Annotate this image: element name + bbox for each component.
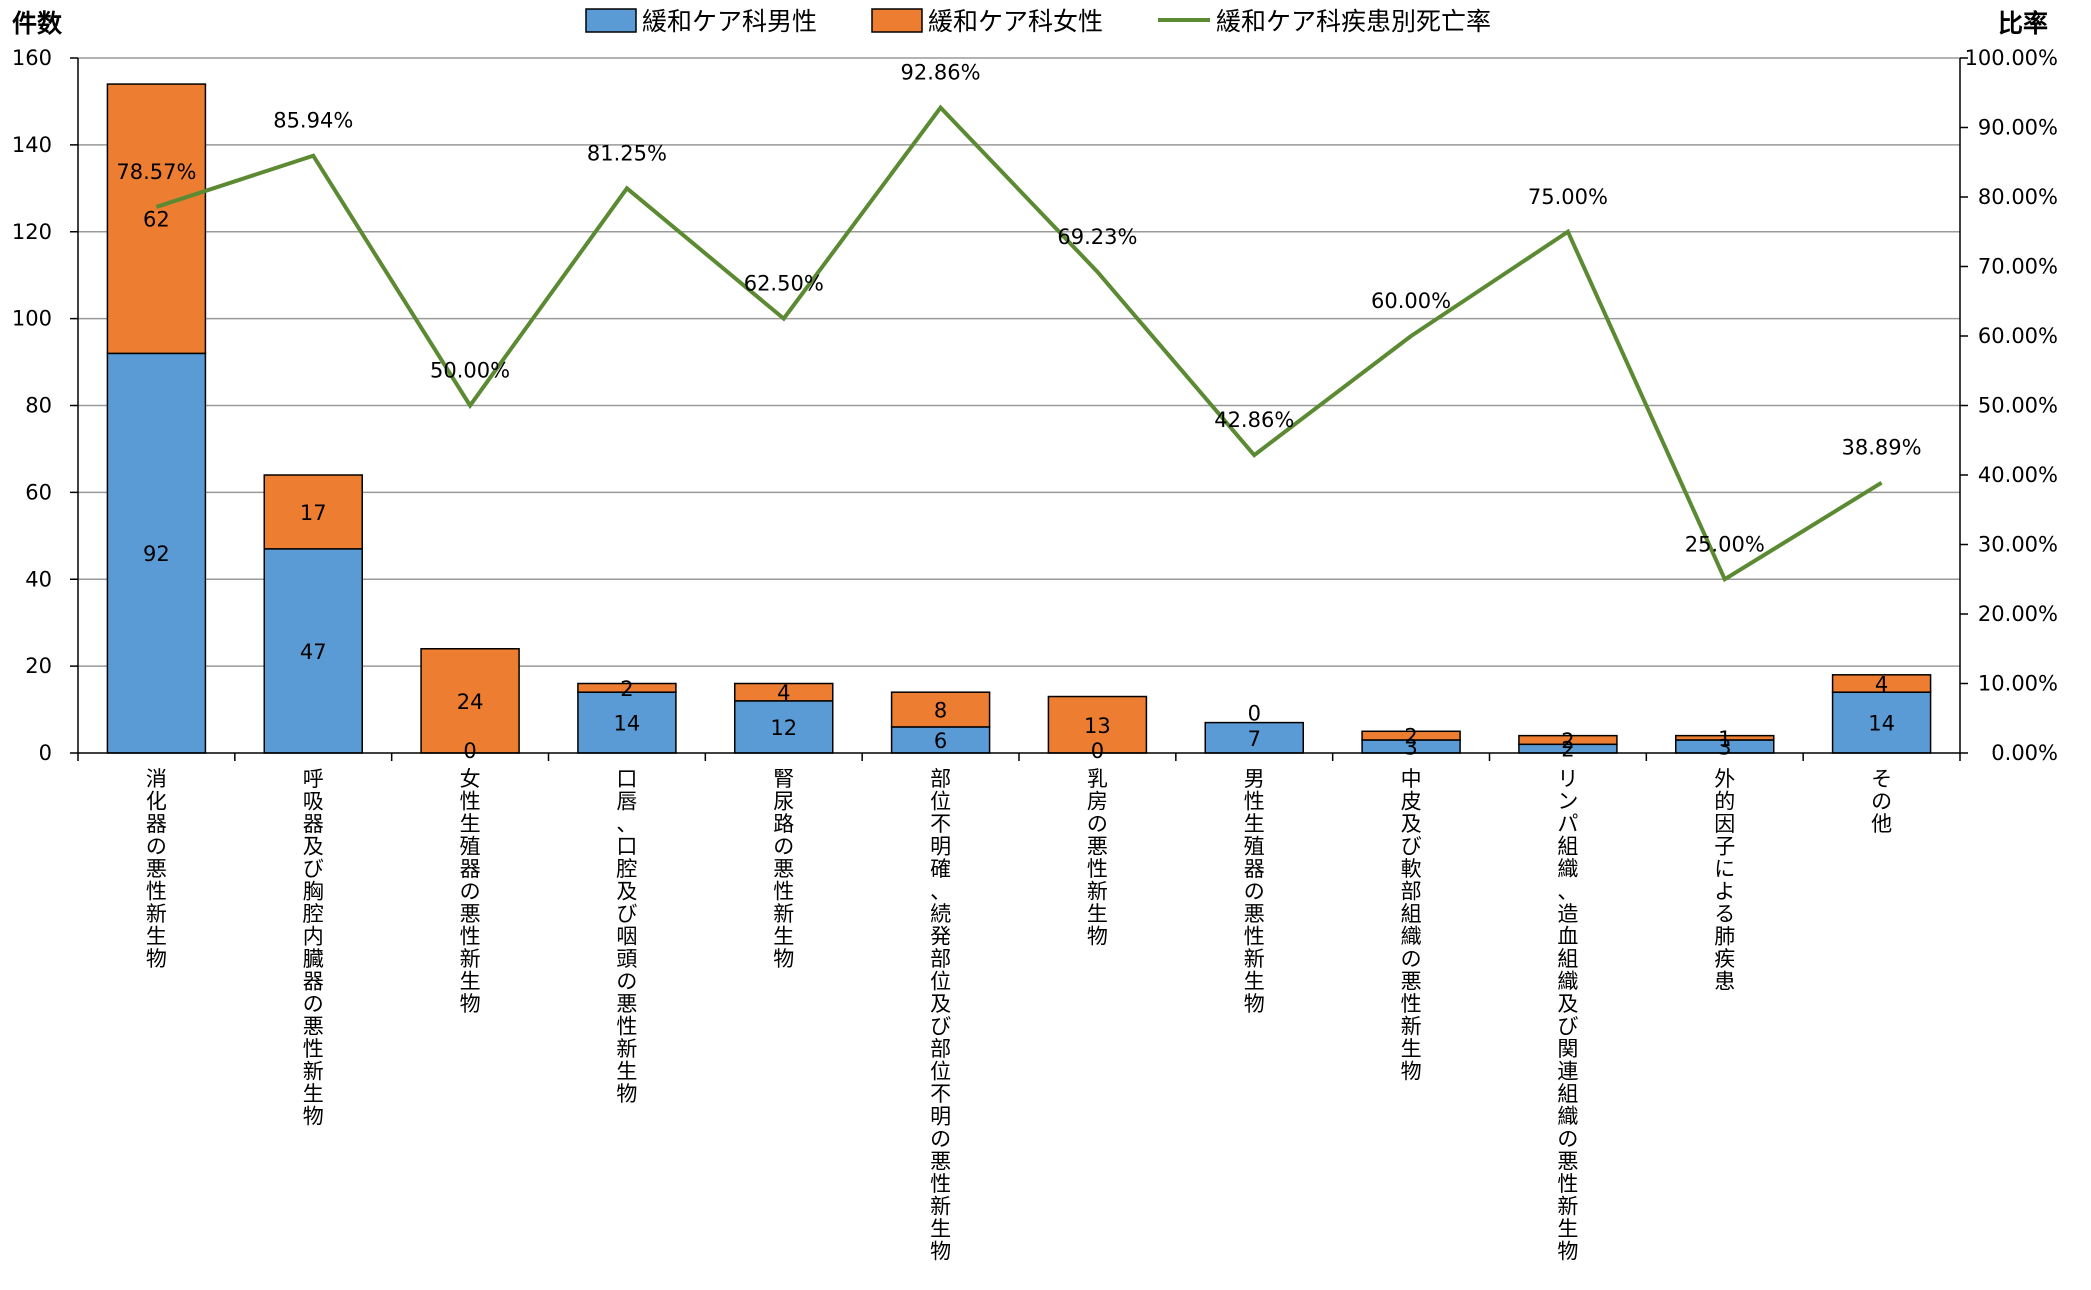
category-label: 口唇、口腔及び咽頭の悪性新生物: [616, 767, 637, 1106]
data-label-female: 1: [1718, 727, 1731, 751]
data-label-male: 92: [143, 542, 170, 566]
data-label-rate: 85.94%: [273, 109, 353, 133]
data-label-female: 2: [620, 677, 633, 701]
y-left-tick-label: 160: [12, 46, 52, 70]
data-label-female: 13: [1084, 714, 1111, 738]
y-left-axis-title: 件数: [12, 9, 63, 38]
bar-female: [263, 474, 363, 550]
y-left-tick-label: 100: [12, 307, 52, 331]
bar-female: [577, 682, 677, 693]
bar-female: [734, 682, 834, 702]
data-label-male: 2: [1561, 738, 1574, 762]
data-label-female: 2: [1404, 725, 1417, 749]
data-label-male: 14: [614, 712, 641, 736]
data-label-male: 14: [1868, 712, 1895, 736]
data-label-male: 7: [1248, 727, 1261, 751]
category-label: その他: [1871, 767, 1892, 836]
y-left-tick-label: 120: [12, 220, 52, 244]
bar-female: [1831, 674, 1932, 693]
gridlines: [78, 57, 1960, 667]
data-label-rate: 75.00%: [1528, 185, 1608, 209]
data-label-rate: 25.00%: [1685, 532, 1765, 556]
bar-male: [263, 548, 363, 754]
legend-item-male: 緩和ケア科男性: [585, 7, 817, 36]
data-label-female: 62: [143, 208, 170, 232]
bar-female: [1047, 695, 1148, 754]
data-label-female: 4: [777, 681, 790, 705]
data-label-rate: 50.00%: [430, 359, 510, 383]
y-right-axis-title: 比率: [1998, 9, 2048, 38]
legend-label-male: 緩和ケア科男性: [642, 7, 817, 36]
category-label: 腎尿路の悪性新生物: [773, 767, 794, 971]
data-label-male: 12: [770, 716, 797, 740]
legend-swatch-male: [585, 8, 637, 33]
bar-male: [734, 700, 834, 754]
category-label: 消化器の悪性新生物: [146, 767, 167, 971]
data-label-rate: 42.86%: [1214, 408, 1294, 432]
data-label-rate: 62.50%: [744, 272, 824, 296]
bars: [106, 83, 1932, 754]
category-label: 男性生殖器の悪性新生物: [1244, 767, 1265, 1016]
legend-swatch-female: [871, 8, 923, 33]
legend: 緩和ケア科男性 緩和ケア科女性 緩和ケア科疾患別死亡率: [585, 7, 1491, 36]
bar-female: [420, 648, 520, 754]
data-label-rate: 92.86%: [901, 61, 981, 85]
bar-female: [1518, 734, 1618, 746]
data-label-male: 0: [1091, 739, 1104, 763]
category-label: 中皮及び軟部組織の悪性新生物: [1401, 767, 1422, 1084]
y-right-tick-label: 30.00%: [1978, 533, 2058, 557]
legend-label-female: 緩和ケア科女性: [928, 7, 1103, 36]
bar-female: [890, 691, 991, 728]
y-right-tick-label: 60.00%: [1978, 324, 2058, 348]
rate-line-layer: [155, 104, 1883, 583]
bar-female: [106, 83, 207, 355]
y-right-tick-label: 70.00%: [1978, 255, 2058, 279]
category-label: 外的因子による肺疾患: [1714, 767, 1735, 994]
data-label-rate: 60.00%: [1371, 289, 1451, 313]
y-right-tick-label: 40.00%: [1978, 463, 2058, 487]
y-right-tick-label: 100.00%: [1965, 46, 2058, 70]
data-label-female: 4: [1875, 673, 1888, 697]
y-left-tick-label: 40: [25, 567, 52, 591]
y-right-tick-label: 10.00%: [1978, 672, 2058, 696]
y-right-tick-label: 0.00%: [1991, 741, 2058, 765]
bar-female: [1361, 730, 1461, 741]
y-right-tick-label: 90.00%: [1978, 116, 2058, 140]
bar-male: [106, 352, 207, 754]
data-label-rate: 69.23%: [1057, 225, 1137, 249]
legend-item-rate: 緩和ケア科疾患別死亡率: [1158, 7, 1491, 36]
category-label: 乳房の悪性新生物: [1087, 767, 1108, 949]
data-label-female: 24: [457, 690, 484, 714]
category-label: 呼吸器及び胸腔内臓器の悪性新生物: [303, 767, 324, 1129]
data-label-female: 17: [300, 501, 327, 525]
y-left-tick-label: 60: [25, 480, 52, 504]
data-label-male: 0: [463, 739, 476, 763]
category-label: 部位不明確、続発部位及び部位不明の悪性新生物: [930, 767, 951, 1264]
bar-female: [1675, 734, 1775, 741]
axes: 0204060801001201401600.00%10.00%20.00%30…: [12, 46, 2058, 1264]
category-label: 女性生殖器の悪性新生物: [460, 767, 481, 1016]
data-label-female: 8: [934, 699, 947, 723]
y-left-tick-label: 80: [25, 394, 52, 418]
data-label-rate: 81.25%: [587, 141, 667, 165]
data-label-rate: 38.89%: [1842, 436, 1922, 460]
data-label-female: 2: [1561, 729, 1574, 753]
rate-line: [155, 104, 1883, 583]
y-left-tick-label: 140: [12, 133, 52, 157]
legend-item-female: 緩和ケア科女性: [871, 7, 1103, 36]
y-left-tick-label: 0: [39, 741, 52, 765]
category-label: リンパ組織、造血組織及び関連組織の悪性新生物: [1557, 767, 1578, 1264]
data-label-male: 6: [934, 729, 947, 753]
data-label-female: 0: [1248, 702, 1261, 726]
data-label-rate: 78.57%: [116, 160, 196, 184]
y-right-tick-label: 80.00%: [1978, 185, 2058, 209]
y-right-tick-label: 20.00%: [1978, 602, 2058, 626]
legend-label-rate: 緩和ケア科疾患別死亡率: [1216, 7, 1491, 36]
y-left-tick-label: 20: [25, 654, 52, 678]
y-right-tick-label: 50.00%: [1978, 394, 2058, 418]
data-label-male: 47: [300, 640, 327, 664]
